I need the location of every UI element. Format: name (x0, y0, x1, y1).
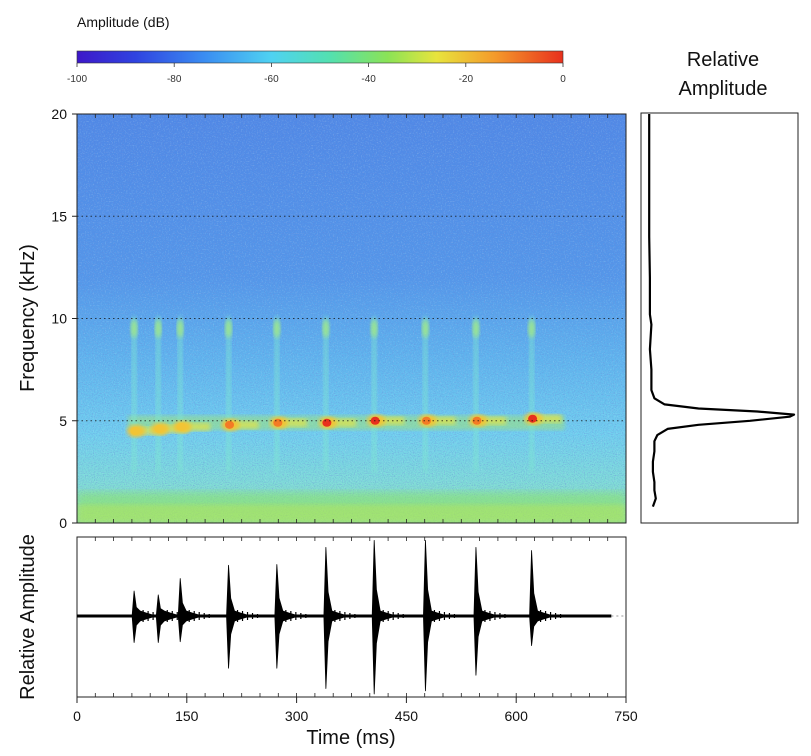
side-panel-title-line1: Relative (687, 49, 759, 71)
time-axis: 0 150 300 450 600 750 (73, 537, 638, 724)
call-tail (531, 414, 562, 423)
call-tail (325, 418, 356, 427)
frequency-tick-label: 0 (59, 515, 67, 531)
time-tick-label: 600 (505, 708, 529, 724)
call-peak (225, 420, 235, 429)
call-peak (273, 418, 283, 427)
call-streak (131, 316, 137, 472)
time-tick-label: 300 (285, 708, 309, 724)
colorbar-tick-label: -20 (459, 74, 474, 85)
colorbar-ticks: -100 -80 -60 -40 -20 0 (67, 63, 566, 85)
call-peak (528, 414, 538, 423)
call-harmonic (472, 319, 480, 338)
frequency-tick-label: 10 (51, 311, 67, 327)
waveform-pulse (274, 564, 300, 669)
call-harmonic (130, 319, 138, 338)
waveform-pulse (226, 564, 251, 669)
call-peak (421, 416, 431, 425)
waveform (77, 539, 624, 695)
colorbar-tick-label: -40 (361, 74, 376, 85)
time-tick-label: 150 (175, 708, 199, 724)
frequency-tick-label: 15 (51, 208, 67, 224)
colorbar-tick-label: 0 (560, 74, 566, 85)
low-frequency-band-core (77, 504, 626, 523)
time-axis-label: Time (ms) (306, 727, 395, 749)
call-tail (180, 422, 211, 431)
call-streak (371, 316, 377, 472)
call-harmonic (421, 319, 429, 338)
call-harmonic (370, 319, 378, 338)
colorbar-gradient (76, 50, 564, 64)
call-harmonic (273, 319, 281, 338)
call-tail (276, 418, 307, 427)
call-streak (323, 316, 329, 472)
call-tail (158, 424, 189, 433)
colorbar-label: Amplitude (dB) (77, 14, 170, 30)
call-streak (226, 316, 232, 472)
call-harmonic (154, 319, 162, 338)
waveform-y-label: Relative Amplitude (17, 534, 39, 700)
waveform-pulse (473, 546, 499, 676)
spectrogram-image (77, 114, 626, 523)
side-panel-title-line2: Amplitude (679, 78, 768, 100)
frequency-tick-label: 5 (59, 413, 67, 429)
call-harmonic (528, 319, 536, 338)
frequency-tick-label: 20 (51, 106, 67, 122)
waveform-pulse (371, 539, 397, 695)
time-tick-label: 450 (395, 708, 419, 724)
call-harmonic (176, 319, 184, 338)
call-peak (130, 426, 140, 435)
call-peak (154, 424, 164, 433)
call-streak (529, 316, 535, 472)
call-harmonic (225, 319, 233, 338)
call-peak (472, 416, 482, 425)
frequency-axis: 0 5 10 15 20 (51, 106, 627, 531)
call-streak (274, 316, 280, 472)
call-harmonic (322, 319, 330, 338)
call-streak (177, 316, 183, 472)
time-tick-label: 0 (73, 708, 81, 724)
call-tail (134, 426, 165, 435)
colorbar-tick-label: -100 (67, 74, 87, 85)
call-tail (228, 420, 259, 429)
call-tail (475, 416, 506, 425)
frequency-axis-label: Frequency (kHz) (17, 244, 39, 392)
time-tick-label: 750 (614, 708, 638, 724)
waveform-pulse (423, 539, 448, 692)
relative-amplitude-profile-line (648, 114, 796, 507)
call-peak (322, 418, 332, 427)
call-tail (374, 416, 405, 425)
colorbar-tick-label: -60 (264, 74, 279, 85)
waveform-pulse (529, 550, 554, 647)
call-streak (422, 316, 428, 472)
waveform-pulse (177, 578, 203, 643)
waveform-pulse (323, 546, 349, 689)
colorbar-tick-label: -80 (167, 74, 182, 85)
call-streak (473, 316, 479, 472)
side-panel-frame (640, 112, 799, 524)
call-streak (155, 316, 161, 472)
call-peak (176, 422, 186, 431)
call-tail (425, 416, 456, 425)
